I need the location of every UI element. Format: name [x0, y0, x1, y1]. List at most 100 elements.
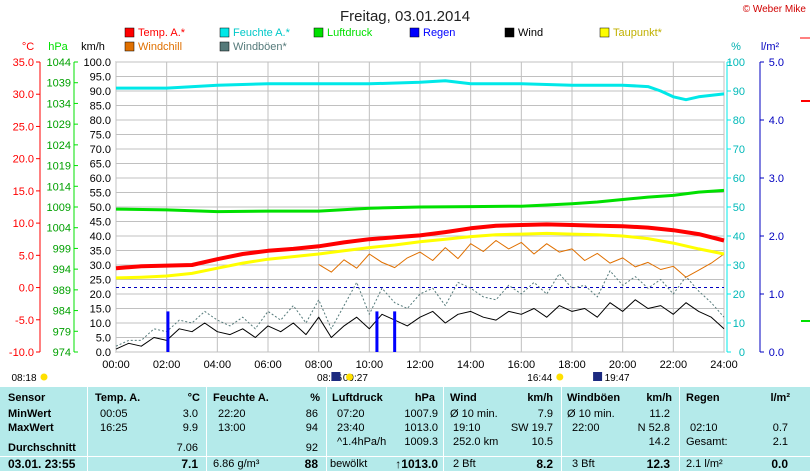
header-temp: Temp. A. — [95, 392, 141, 404]
temp-tick-label: 10.0 — [13, 218, 34, 230]
humidity-tick-label: 10 — [733, 318, 745, 330]
avg-press-value: 1009.3 — [404, 436, 438, 448]
humidity-axis-unit: % — [731, 41, 741, 53]
max-rain-value: 0.7 — [772, 422, 788, 434]
legend-label: Windböen* — [233, 41, 288, 53]
event-time-label: 09:27 — [343, 373, 368, 384]
humidity-tick-label: 60 — [733, 173, 745, 185]
min-temp-time: 00:05 — [100, 408, 128, 420]
wind-tick-label: 80.0 — [90, 115, 111, 127]
max-hum-value: 94 — [305, 422, 318, 434]
avg-hum-value: 92 — [305, 442, 318, 454]
wind-tick-label: 85.0 — [90, 101, 111, 113]
header-pressure: Luftdruck — [332, 392, 383, 404]
current-wind: 8.2 — [536, 457, 553, 471]
legend-swatch — [504, 27, 515, 38]
current-rain-total: 2.1 l/m² — [686, 458, 723, 470]
x-tick-label: 18:00 — [558, 359, 586, 371]
header-pressure-unit: hPa — [414, 392, 435, 404]
pressure-tick-label: 974 — [53, 347, 71, 359]
current-temp: 7.1 — [181, 457, 198, 471]
header-gust: Windböen — [567, 392, 621, 404]
current-abs-humidity: 6.86 g/m³ — [213, 458, 260, 470]
temp-tick-label: -5.0 — [15, 315, 34, 327]
wind-tick-label: 40.0 — [90, 231, 111, 243]
series-line-luftdruck — [115, 188, 725, 214]
series-line-temp-a — [115, 222, 725, 271]
pressure-tick-label: 984 — [53, 306, 71, 318]
header-temp-unit: °C — [187, 392, 200, 404]
pressure-tick-label: 1024 — [47, 140, 71, 152]
wind-tick-label: 20.0 — [90, 289, 111, 301]
series-line-windchill — [318, 240, 725, 278]
current-wind-bft: 2 Bft — [453, 458, 476, 470]
x-tick-label: 02:00 — [153, 359, 181, 371]
pressure-tick-label: 989 — [53, 285, 71, 297]
max-temp-value: 9.9 — [182, 422, 198, 434]
x-tick-label: 04:00 — [204, 359, 232, 371]
max-rain-time: 02:10 — [690, 422, 718, 434]
series-line-windb-en — [115, 270, 725, 347]
max-wind-time: 19:10 — [453, 422, 481, 434]
pressure-tick-label: 999 — [53, 243, 71, 255]
humidity-tick-label: 30 — [733, 260, 745, 272]
edge-mark — [801, 100, 810, 102]
humidity-tick-label: 80 — [733, 115, 745, 127]
rain-tick-label: 0.0 — [769, 347, 784, 359]
moonset-icon — [593, 372, 603, 381]
min-hum-time: 22:20 — [218, 408, 246, 420]
wind-tick-label: 0.0 — [96, 347, 111, 359]
temp-tick-label: 20.0 — [13, 154, 34, 166]
rain-tick-label: 1.0 — [769, 289, 784, 301]
wind-distance: 252.0 km — [453, 436, 499, 448]
humidity-tick-label: 100 — [727, 57, 745, 69]
rain-axis-unit: l/m² — [761, 41, 780, 53]
wind-tick-label: 10.0 — [90, 318, 111, 330]
wind-tick-label: 35.0 — [90, 246, 111, 258]
temp-tick-label: -10.0 — [9, 347, 34, 359]
legend-label: Feuchte A.* — [233, 27, 291, 39]
header-wind-unit: km/h — [527, 392, 553, 404]
moonrise-icon — [331, 372, 341, 381]
max-gust-time: 22:00 — [572, 422, 600, 434]
x-tick-label: 14:00 — [457, 359, 485, 371]
pressure-tick-label: 994 — [53, 264, 71, 276]
temp-tick-label: 25.0 — [13, 121, 34, 133]
x-tick-label: 06:00 — [254, 359, 282, 371]
header-gust-unit: km/h — [646, 392, 672, 404]
wind-tick-label: 50.0 — [90, 202, 111, 214]
min-wind-value: 7.9 — [537, 408, 553, 420]
header-rain-unit: l/m² — [770, 392, 790, 404]
wind-tick-label: 55.0 — [90, 188, 111, 200]
legend-swatch — [124, 27, 135, 38]
legend-swatch — [219, 41, 230, 52]
pressure-tick-label: 1044 — [47, 57, 71, 69]
wind-tick-label: 70.0 — [90, 144, 111, 156]
event-time-label: 08:26 — [317, 373, 342, 384]
temp-tick-label: 35.0 — [13, 57, 34, 69]
rain-bar — [166, 311, 170, 352]
row-label-min: MinWert — [8, 408, 52, 420]
min-press-value: 1007.9 — [404, 408, 438, 420]
series-line-feuchte-a — [116, 79, 725, 102]
weather-chart: Freitag, 03.01.2014 © Weber Mike °C hPa km/h… — [9, 4, 810, 384]
rain-bar — [375, 311, 379, 352]
temp-tick-label: 5.0 — [19, 250, 34, 262]
humidity-tick-label: 0 — [739, 347, 745, 359]
current-humidity: 88 — [304, 457, 318, 471]
event-time-label: 16:44 — [527, 373, 552, 384]
avg-wind-value: 10.5 — [531, 436, 553, 448]
max-temp-time: 16:25 — [100, 422, 128, 434]
series-line-wind — [115, 299, 725, 350]
header-rain: Regen — [686, 392, 720, 404]
current-gust-bft: 3 Bft — [572, 458, 595, 470]
legend-swatch — [409, 27, 420, 38]
legend-label: Windchill — [138, 41, 182, 53]
wind-tick-label: 25.0 — [90, 275, 111, 287]
humidity-tick-label: 90 — [733, 86, 745, 98]
humidity-tick-label: 40 — [733, 231, 745, 243]
humidity-tick-label: 70 — [733, 144, 745, 156]
max-hum-time: 13:00 — [218, 422, 246, 434]
min-temp-value: 3.0 — [182, 408, 198, 420]
pressure-tick-label: 1039 — [47, 78, 71, 90]
